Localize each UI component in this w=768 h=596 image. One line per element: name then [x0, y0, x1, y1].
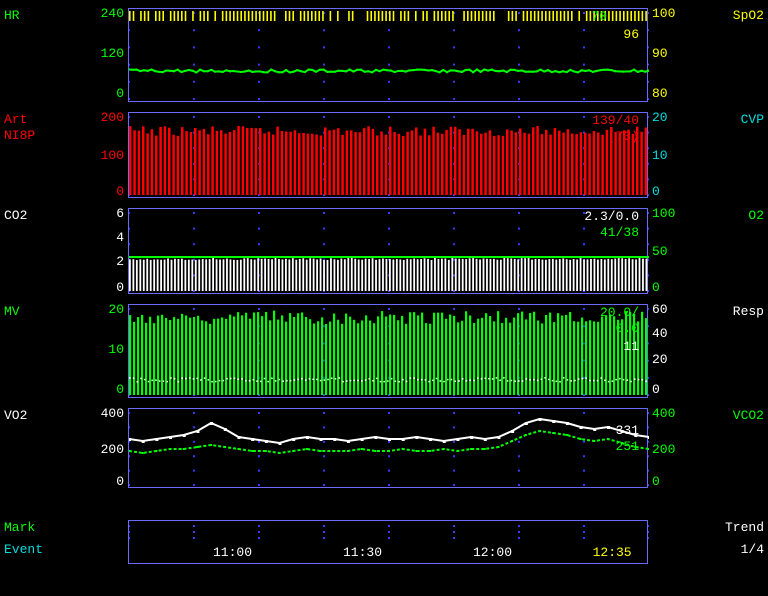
value-co2: 2.3/0.0 [584, 209, 639, 224]
scale-hr-right: 100 [652, 6, 675, 21]
scale-mv-left: 10 [108, 342, 124, 357]
value-art: 139/40 [592, 113, 639, 128]
chart-mv: 20.0/0.0 11 [128, 304, 648, 398]
label-mv-left: MV [4, 304, 20, 319]
panel-mv: MV 20 10 0 20.0/0.0 11 60 40 20 0 Resp [0, 304, 768, 398]
scale-mv-right: 40 [652, 326, 668, 341]
scale-art-right: 0 [652, 184, 660, 199]
scale-art-left: 200 [101, 110, 124, 125]
value-art: (73) [608, 129, 639, 144]
chart-co2: 2.3/0.041/38 [128, 208, 648, 294]
label-mv-right: Resp [733, 304, 764, 319]
scale-mv-left: 0 [116, 382, 124, 397]
scale-art-right: 20 [652, 110, 668, 125]
label-art-left: Art [4, 112, 27, 127]
scale-hr-left: 0 [116, 86, 124, 101]
value-vo2: 331 [616, 423, 639, 438]
value-co2: 41/38 [600, 225, 639, 240]
scale-co2-left: 4 [116, 230, 124, 245]
chart-hr: 70 96 [128, 8, 648, 102]
scale-co2-right: 0 [652, 280, 660, 295]
value-mv: 20.0/ [600, 305, 639, 320]
label-art-right: CVP [741, 112, 764, 127]
time-label: 12:35 [593, 545, 632, 560]
scale-hr-left: 240 [101, 6, 124, 21]
label-vo2-right: VCO2 [733, 408, 764, 423]
label-co2-right: O2 [748, 208, 764, 223]
time-label: 11:00 [213, 545, 252, 560]
time-axis: Mark Event 11:00 11:30 12:00 12:35 Trend 1/4 [0, 520, 768, 564]
scale-mv-right: 20 [652, 352, 668, 367]
scale-art-left: 0 [116, 184, 124, 199]
chart-vo2: 331251 [128, 408, 648, 488]
scale-co2-right: 50 [652, 244, 668, 259]
vital-signs-monitor: HR240120070961009080SpO2ArtNI8P200100013… [0, 0, 768, 596]
value-mv: 0.0 [616, 321, 639, 336]
panel-vo2: VO2 400 200 0 331251 400 200 0 VCO2 [0, 408, 768, 488]
scale-vo2-right: 0 [652, 474, 660, 489]
value-hr: 70 [591, 9, 607, 24]
scale-hr-right: 80 [652, 86, 668, 101]
scale-vo2-left: 200 [101, 442, 124, 457]
scale-mv-right: 60 [652, 302, 668, 317]
label-art-left: NI8P [4, 128, 35, 143]
scale-mv-left: 20 [108, 302, 124, 317]
scale-co2-left: 6 [116, 206, 124, 221]
label-mark: Mark [4, 520, 35, 535]
scale-hr-right: 90 [652, 46, 668, 61]
scale-co2-left: 2 [116, 254, 124, 269]
scale-art-left: 100 [101, 148, 124, 163]
label-trend: Trend [725, 520, 764, 535]
scale-hr-left: 120 [101, 46, 124, 61]
scale-vo2-right: 200 [652, 442, 675, 457]
label-vo2-left: VO2 [4, 408, 27, 423]
scale-mv-right: 0 [652, 382, 660, 397]
scale-art-right: 10 [652, 148, 668, 163]
chart-art: 139/40(73) [128, 112, 648, 198]
time-label: 11:30 [343, 545, 382, 560]
scale-vo2-left: 0 [116, 474, 124, 489]
panel-art: ArtNI8P2001000139/40(73)20100CVP [0, 112, 768, 198]
time-axis-chart: 11:00 11:30 12:00 12:35 [128, 520, 648, 564]
scale-co2-left: 0 [116, 280, 124, 295]
label-co2-left: CO2 [4, 208, 27, 223]
value-vo2: 251 [616, 439, 639, 454]
panel-hr: HR 240 120 0 70 96 100 90 80 SpO2 [0, 8, 768, 102]
label-hr-right: SpO2 [733, 8, 764, 23]
label-hr-left: HR [4, 8, 20, 23]
scale-vo2-right: 400 [652, 406, 675, 421]
value-hr: 96 [623, 27, 639, 42]
panel-co2: CO2 6 4 2 0 2.3/0.041/38 100 50 0 O2 [0, 208, 768, 294]
label-event: Event [4, 542, 43, 557]
scale-co2-right: 100 [652, 206, 675, 221]
time-label: 12:00 [473, 545, 512, 560]
label-1/4: 1/4 [741, 542, 764, 557]
value-mv: 11 [623, 339, 639, 354]
scale-vo2-left: 400 [101, 406, 124, 421]
